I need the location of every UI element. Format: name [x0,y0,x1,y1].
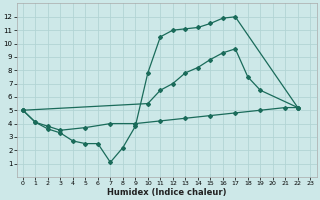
X-axis label: Humidex (Indice chaleur): Humidex (Indice chaleur) [107,188,226,197]
